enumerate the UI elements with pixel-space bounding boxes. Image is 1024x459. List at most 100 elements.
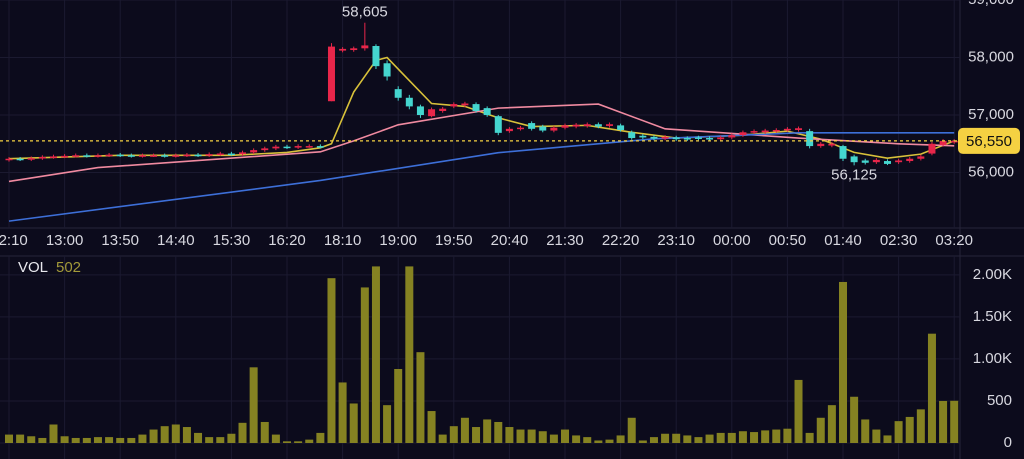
x-tick-label: 13:00 bbox=[46, 232, 84, 249]
candle-body bbox=[628, 132, 636, 139]
volume-bar bbox=[349, 403, 358, 443]
volume-bar bbox=[672, 433, 681, 443]
candle-body bbox=[661, 136, 669, 139]
volume-bar bbox=[916, 409, 925, 443]
candle-body bbox=[49, 156, 57, 158]
candle-body bbox=[72, 155, 80, 157]
volume-bar bbox=[794, 379, 803, 443]
volume-bar bbox=[516, 429, 525, 443]
candle-body bbox=[383, 63, 391, 77]
volume-bar bbox=[360, 287, 369, 443]
volume-bar bbox=[538, 431, 547, 443]
volume-bar bbox=[227, 433, 236, 443]
candle-body bbox=[127, 155, 135, 157]
candle-body bbox=[350, 48, 358, 51]
x-tick-label: 19:00 bbox=[379, 232, 417, 249]
volume-bar bbox=[116, 437, 125, 443]
candle-body bbox=[950, 140, 958, 143]
candle-body bbox=[483, 108, 491, 116]
volume-bar bbox=[927, 333, 936, 443]
candle-body bbox=[639, 135, 647, 138]
candle-body bbox=[439, 108, 447, 111]
x-tick-label: 18:10 bbox=[324, 232, 362, 249]
volume-bar bbox=[394, 369, 403, 443]
candle-body bbox=[828, 143, 836, 146]
volume-bar bbox=[338, 382, 347, 443]
x-tick-label: 00:00 bbox=[713, 232, 751, 249]
volume-bar bbox=[883, 435, 892, 443]
candle-body bbox=[105, 154, 113, 157]
last-price-badge bbox=[958, 127, 1020, 154]
volume-bar bbox=[16, 434, 25, 443]
volume-bar bbox=[638, 440, 647, 443]
volume-bar bbox=[594, 440, 603, 443]
candle-body bbox=[227, 153, 235, 156]
volume-bar bbox=[894, 421, 903, 443]
volume-bar bbox=[205, 437, 214, 443]
volume-bar bbox=[171, 424, 180, 443]
candle-body bbox=[205, 154, 213, 156]
volume-bar bbox=[383, 405, 392, 443]
candle-body bbox=[883, 161, 891, 164]
candle-body bbox=[327, 46, 335, 102]
candle-body bbox=[405, 97, 413, 107]
volume-bar bbox=[472, 427, 481, 443]
volume-bar bbox=[93, 437, 102, 443]
volume-bar bbox=[872, 429, 881, 443]
moving-average-line bbox=[8, 132, 955, 222]
volume-bar bbox=[71, 437, 80, 443]
candle-body bbox=[183, 154, 191, 157]
candle-body bbox=[27, 158, 35, 160]
volume-bar bbox=[950, 400, 959, 443]
volume-bar bbox=[561, 429, 569, 443]
candle-body bbox=[216, 153, 224, 156]
x-tick-label: 03:20 bbox=[935, 232, 973, 249]
candle-body bbox=[761, 130, 769, 133]
candle-body bbox=[250, 150, 258, 153]
candle-body bbox=[783, 128, 791, 131]
volume-bar bbox=[805, 432, 814, 443]
volume-bar bbox=[772, 429, 781, 443]
volume-bar bbox=[405, 266, 414, 443]
candle-body bbox=[505, 128, 513, 132]
candle-body bbox=[161, 155, 169, 157]
volume-bar bbox=[483, 419, 492, 443]
candle-body bbox=[795, 128, 803, 130]
candle-body bbox=[939, 140, 947, 145]
volume-bar bbox=[861, 419, 870, 443]
candle-body bbox=[539, 126, 547, 131]
candle-body bbox=[605, 124, 613, 126]
volume-bar bbox=[5, 434, 13, 443]
volume-bar bbox=[827, 405, 836, 443]
candle-body bbox=[806, 131, 814, 147]
candle-body bbox=[683, 138, 691, 140]
x-tick-label: 23:10 bbox=[657, 232, 695, 249]
volume-bar bbox=[816, 417, 825, 443]
low-label: 56,125 bbox=[831, 166, 877, 183]
candle-body bbox=[283, 146, 291, 149]
candle-body bbox=[94, 155, 102, 157]
candle-body bbox=[316, 146, 324, 148]
x-tick-label: 16:20 bbox=[268, 232, 306, 249]
x-tick-label: 01:40 bbox=[824, 232, 862, 249]
x-tick-label: 22:20 bbox=[602, 232, 640, 249]
candle-body bbox=[583, 124, 591, 126]
x-tick-label: 13:50 bbox=[101, 232, 139, 249]
candle-body bbox=[305, 146, 313, 148]
candle-body bbox=[572, 124, 580, 127]
candle-body bbox=[339, 48, 347, 51]
volume-bar bbox=[194, 432, 203, 443]
candle-body bbox=[672, 137, 680, 140]
candle-body bbox=[416, 106, 424, 116]
volume-bar bbox=[905, 416, 914, 443]
candle-body bbox=[717, 137, 725, 140]
volume-bar bbox=[38, 437, 47, 443]
volume-bar bbox=[494, 421, 503, 443]
volume-bar bbox=[583, 437, 592, 443]
y-tick-label: 0 bbox=[1004, 434, 1012, 451]
candle-body bbox=[550, 127, 558, 131]
y-tick-label: 57,000 bbox=[968, 106, 1014, 123]
candle-body bbox=[172, 155, 180, 157]
